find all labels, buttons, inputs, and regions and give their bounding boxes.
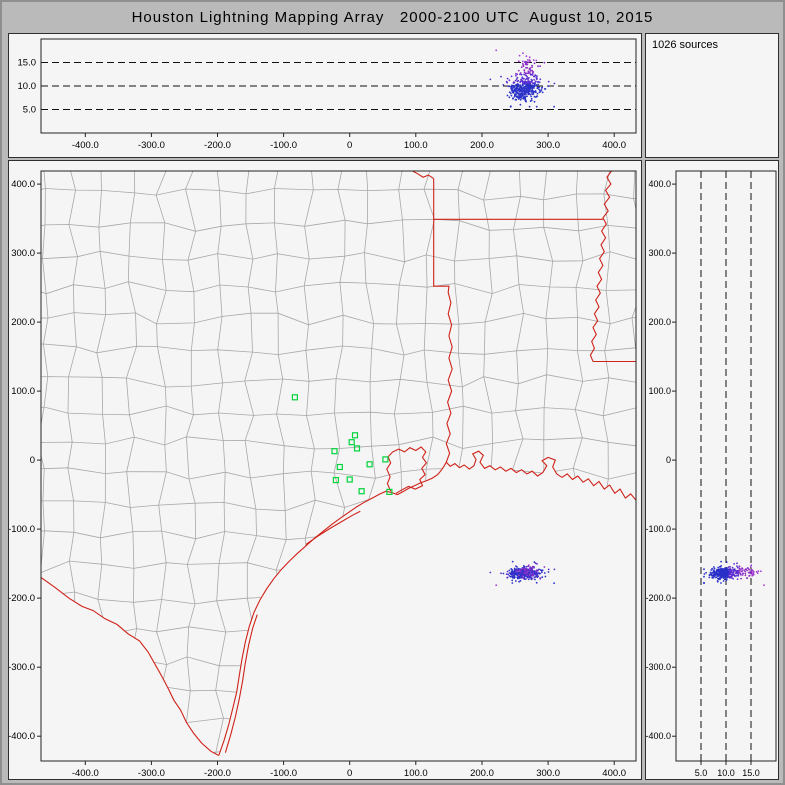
ns-alt-tick-labels: 5.0 10.0 15.0 400.0 300.0 200.0 100.0 0 -100.0 -2…	[646, 179, 760, 778]
svg-text:-400.0: -400.0	[646, 731, 671, 741]
svg-text:-200.0: -200.0	[9, 593, 35, 604]
ew-alt-tick-labels: 5.0 10.0 15.0 -400.0 -300.0 -200.0 -100.0 0 100.…	[18, 58, 627, 152]
svg-text:0: 0	[30, 455, 35, 466]
lma-station-markers	[291, 394, 393, 495]
svg-text:10.0: 10.0	[18, 81, 37, 92]
svg-text:15.0: 15.0	[742, 768, 760, 778]
svg-text:-200.0: -200.0	[204, 140, 231, 151]
svg-text:200.0: 200.0	[470, 140, 494, 151]
svg-text:200.0: 200.0	[470, 768, 494, 779]
svg-text:100.0: 100.0	[404, 768, 428, 779]
svg-text:15.0: 15.0	[18, 58, 37, 69]
svg-text:-200.0: -200.0	[204, 768, 231, 779]
svg-text:-400.0: -400.0	[9, 731, 35, 742]
lightning-scatter-altitude-ns	[703, 560, 765, 587]
svg-text:-100.0: -100.0	[646, 524, 671, 534]
svg-text:-100.0: -100.0	[270, 140, 297, 151]
svg-text:300.0: 300.0	[11, 248, 35, 259]
altitude-gridlines	[41, 62, 636, 110]
svg-text:-100.0: -100.0	[9, 524, 35, 535]
svg-text:300.0: 300.0	[536, 140, 560, 151]
svg-text:-300.0: -300.0	[138, 768, 165, 779]
altitude-vs-eastwest-chart: 5.0 10.0 15.0 -400.0 -300.0 -200.0 -100.0 0 100.…	[18, 38, 637, 152]
svg-text:0: 0	[347, 140, 352, 151]
svg-text:300.0: 300.0	[648, 248, 671, 258]
svg-text:0: 0	[347, 768, 352, 779]
lightning-scatter-altitude-ew	[489, 49, 556, 108]
state-borders	[41, 171, 636, 756]
svg-text:300.0: 300.0	[536, 768, 560, 779]
sources-count-panel: 1026 sources	[645, 33, 779, 158]
svg-text:-400.0: -400.0	[72, 768, 99, 779]
plan-view-map-panel: -400.0 -300.0 -200.0 -100.0 0 100.0 200.0 300.0…	[8, 160, 642, 780]
svg-text:-300.0: -300.0	[646, 662, 671, 672]
svg-text:-400.0: -400.0	[72, 140, 99, 151]
svg-text:-300.0: -300.0	[9, 662, 35, 673]
lightning-scatter-plan	[489, 560, 556, 587]
map-axis-tick-labels: -400.0 -300.0 -200.0 -100.0 0 100.0 200.0 300.0…	[9, 179, 626, 779]
page-title: Houston Lightning Mapping Array 2000-210…	[131, 9, 654, 26]
svg-text:200.0: 200.0	[11, 317, 35, 328]
altitude-gridlines-vertical	[700, 171, 752, 761]
altitude-vs-northsouth-chart: 5.0 10.0 15.0 400.0 300.0 200.0 100.0 0 -100.0 -2…	[646, 170, 777, 778]
svg-text:100.0: 100.0	[648, 386, 671, 396]
altitude-vs-northsouth-panel: 5.0 10.0 15.0 400.0 300.0 200.0 100.0 0 -100.0 -2…	[645, 160, 779, 780]
svg-text:10.0: 10.0	[717, 768, 735, 778]
svg-text:0: 0	[666, 455, 671, 465]
svg-text:400.0: 400.0	[648, 179, 671, 189]
svg-text:-100.0: -100.0	[270, 768, 297, 779]
svg-text:100.0: 100.0	[11, 386, 35, 397]
svg-text:400.0: 400.0	[11, 179, 35, 190]
svg-text:-200.0: -200.0	[646, 593, 671, 603]
plan-view-map-chart: -400.0 -300.0 -200.0 -100.0 0 100.0 200.0 300.0…	[9, 170, 637, 779]
svg-text:400.0: 400.0	[602, 140, 626, 151]
svg-text:-300.0: -300.0	[138, 140, 165, 151]
sources-count-label: 1026 sources	[652, 39, 719, 51]
svg-text:200.0: 200.0	[648, 317, 671, 327]
svg-text:400.0: 400.0	[602, 768, 626, 779]
svg-text:5.0: 5.0	[695, 768, 708, 778]
altitude-vs-eastwest-panel: 5.0 10.0 15.0 -400.0 -300.0 -200.0 -100.0 0 100.…	[8, 33, 642, 158]
svg-text:5.0: 5.0	[23, 105, 36, 116]
svg-text:100.0: 100.0	[404, 140, 428, 151]
county-boundaries	[41, 171, 636, 756]
